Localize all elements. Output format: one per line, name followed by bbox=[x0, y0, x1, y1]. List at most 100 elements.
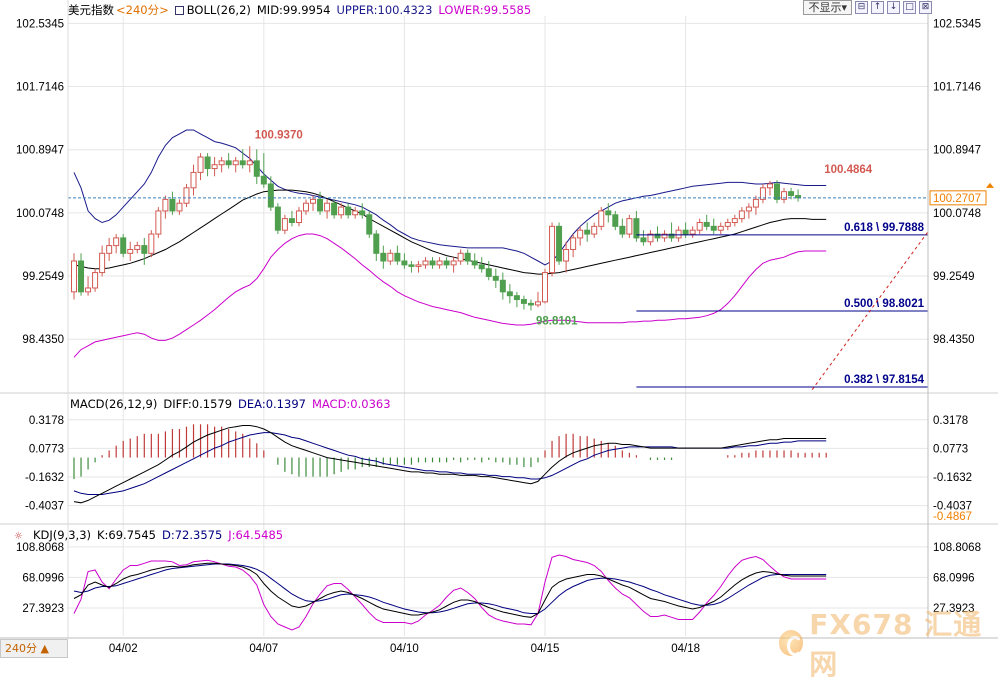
candle-up bbox=[211, 164, 218, 170]
instrument-title[interactable]: 美元指数 bbox=[68, 3, 114, 17]
collapse-icon[interactable]: ⊟ bbox=[855, 1, 868, 14]
last-price-box bbox=[929, 190, 987, 206]
kdj-ytick-left: 68.0996 bbox=[22, 572, 64, 584]
candle-down bbox=[464, 252, 471, 262]
boll-lower-value: LOWER:99.5585 bbox=[438, 3, 532, 17]
candle-down bbox=[78, 260, 85, 293]
boll-upper-line bbox=[73, 129, 827, 266]
candle-up bbox=[415, 264, 422, 267]
candle-down bbox=[408, 264, 415, 267]
candle-up bbox=[534, 301, 541, 306]
move-down-icon[interactable]: ↓ bbox=[887, 1, 900, 14]
candle-down bbox=[267, 183, 274, 208]
candle-up bbox=[689, 229, 696, 235]
candle-up bbox=[781, 191, 788, 200]
candle-up bbox=[661, 233, 668, 239]
candle-up bbox=[696, 221, 703, 231]
price-annotation: 100.4864 bbox=[824, 164, 873, 176]
trend-line bbox=[811, 231, 929, 390]
candle-down bbox=[239, 160, 246, 166]
main-ytick-right: 101.7146 bbox=[933, 82, 981, 94]
main-ytick-left: 98.4350 bbox=[22, 334, 64, 346]
kdj-indicator-name[interactable]: KDJ(9,3,3) bbox=[32, 528, 91, 542]
kdj-k-line bbox=[73, 562, 827, 618]
candle-up bbox=[218, 160, 225, 166]
kdj-d-line bbox=[73, 563, 827, 614]
macd-ytick-left: 0.3178 bbox=[29, 415, 64, 427]
macd-header: MACD(26,12,9) DIFF:0.1579 DEA:0.1397 MACD:0… bbox=[70, 397, 397, 411]
main-ytick-right: 100.8947 bbox=[933, 145, 981, 157]
display-select[interactable]: 不显示▾ bbox=[803, 0, 852, 15]
candle-down bbox=[120, 237, 127, 254]
candle-down bbox=[485, 268, 492, 277]
main-ytick-right: 99.2549 bbox=[933, 271, 975, 283]
macd-panel bbox=[73, 424, 827, 504]
candle-up bbox=[183, 187, 190, 204]
candle-down bbox=[513, 295, 520, 301]
kdj-k-value: K:69.7545 bbox=[97, 528, 156, 542]
boll-icon bbox=[174, 6, 184, 15]
candle-down bbox=[317, 198, 324, 212]
macd-ytick-right: 0.3178 bbox=[933, 415, 968, 427]
boll-indicator-name[interactable]: BOLL(26,2) bbox=[186, 3, 251, 17]
xtick-label: 04/10 bbox=[390, 643, 419, 655]
candle-down bbox=[253, 160, 260, 177]
settings-icon[interactable]: ☼ bbox=[14, 531, 23, 542]
candle-up bbox=[563, 248, 570, 262]
move-up-icon[interactable]: ↑ bbox=[871, 1, 884, 14]
candle-up bbox=[457, 252, 464, 262]
candle-down bbox=[366, 214, 373, 235]
candle-up bbox=[71, 260, 77, 293]
candle-down bbox=[668, 233, 675, 239]
kdj-ytick-right: 68.0996 bbox=[933, 572, 975, 584]
candle-down bbox=[394, 252, 401, 262]
candle-up bbox=[162, 198, 169, 212]
candle-down bbox=[499, 279, 506, 293]
main-ytick-right: 100.0748 bbox=[933, 208, 981, 220]
candle-up bbox=[717, 225, 724, 231]
candle-up bbox=[246, 160, 253, 166]
fib-level-label: 0.382 \ 97.8154 bbox=[844, 374, 925, 386]
kdj-d-value: D:72.3575 bbox=[161, 528, 223, 542]
candle-up bbox=[759, 187, 766, 200]
candle-up bbox=[724, 221, 731, 227]
boll-mid-line bbox=[73, 189, 827, 275]
candle-up bbox=[731, 218, 738, 223]
candle-down bbox=[429, 260, 436, 266]
candle-down bbox=[640, 237, 647, 243]
fx678-logo-icon bbox=[779, 630, 804, 656]
candle-down bbox=[527, 302, 534, 306]
candle-down bbox=[380, 252, 387, 262]
candle-down bbox=[492, 275, 499, 281]
candle-up bbox=[422, 260, 429, 266]
candle-down bbox=[605, 210, 612, 216]
macd-ytick-left: -0.1632 bbox=[25, 472, 64, 484]
candle-up bbox=[338, 206, 345, 216]
last-price-label: 100.2707 bbox=[933, 193, 981, 205]
candle-down bbox=[520, 299, 527, 304]
candle-down bbox=[141, 245, 148, 254]
macd-diff-value: DIFF:0.1579 bbox=[163, 397, 233, 411]
candle-down bbox=[345, 206, 352, 216]
main-ytick-right: 102.5345 bbox=[933, 18, 981, 30]
close-icon[interactable]: ⊠ bbox=[919, 1, 932, 14]
candle-down bbox=[703, 221, 710, 227]
price-annotation: 100.9370 bbox=[255, 129, 303, 141]
candle-up bbox=[738, 210, 745, 220]
price-annotation: 98.8101 bbox=[536, 315, 578, 327]
chart-canvas[interactable]: 100.9370 98.8101 100.4864 0.618 \ 99.7888 0.… bbox=[0, 0, 998, 658]
kdj-j-line bbox=[73, 554, 827, 631]
main-ytick-left: 101.7146 bbox=[16, 82, 64, 94]
candle-up bbox=[766, 183, 773, 189]
candle-up bbox=[626, 218, 633, 235]
candle-down bbox=[225, 160, 232, 166]
macd-value: MACD:0.0363 bbox=[311, 397, 391, 411]
candle-up bbox=[542, 272, 549, 303]
candle-up bbox=[155, 210, 162, 235]
watermark: FX678 汇通网 bbox=[779, 603, 998, 683]
candle-up bbox=[450, 260, 457, 266]
period-button[interactable]: 240分 ▲ bbox=[0, 639, 68, 658]
maximize-icon[interactable]: □ bbox=[903, 1, 916, 14]
candle-down bbox=[788, 191, 795, 197]
macd-indicator-name[interactable]: MACD(26,12,9) bbox=[70, 397, 158, 411]
